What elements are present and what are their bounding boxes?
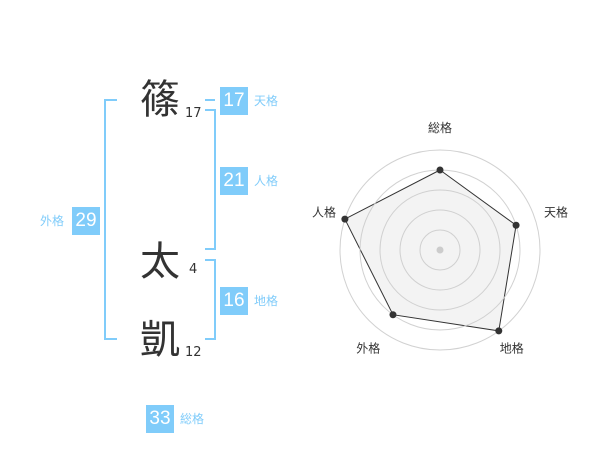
data-point	[341, 215, 349, 223]
soukaku-label: 総格	[180, 412, 205, 426]
axis-label: 総格	[428, 120, 452, 135]
chikaku-value: 16	[220, 287, 248, 315]
stroke-count-3: 12	[185, 345, 202, 360]
data-point	[512, 221, 520, 229]
axis-label: 地格	[500, 341, 524, 356]
gaikaku-value: 29	[72, 207, 100, 235]
tenkaku-label: 天格	[254, 94, 279, 108]
grid-ring	[379, 189, 501, 311]
gaikaku-bracket	[104, 99, 117, 340]
data-polygon	[344, 169, 517, 332]
center-dot	[436, 246, 444, 254]
data-point	[495, 327, 503, 335]
axis-label: 天格	[544, 204, 568, 219]
stroke-count-1: 17	[185, 106, 202, 121]
jinkaku-value: 21	[220, 167, 248, 195]
data-point	[436, 166, 444, 174]
jinkaku-label: 人格	[254, 174, 279, 188]
grid-ring	[339, 149, 541, 351]
name-char-2: 太	[140, 239, 180, 285]
soukaku-value: 33	[146, 405, 174, 433]
tenkaku-value: 17	[220, 87, 248, 115]
chikaku-bracket	[205, 259, 216, 340]
chikaku-label: 地格	[254, 294, 279, 308]
name-char-3: 凱	[140, 317, 180, 363]
data-point	[389, 311, 397, 319]
grid-ring	[419, 229, 461, 271]
name-char-1: 篠	[140, 77, 180, 123]
grid-ring	[399, 209, 481, 291]
gaikaku-label: 外格	[40, 214, 65, 228]
axis-label: 人格	[312, 204, 336, 219]
tenkaku-bracket	[205, 99, 215, 101]
axis-label: 外格	[356, 341, 380, 356]
stroke-count-2: 4	[189, 262, 198, 277]
jinkaku-bracket	[205, 109, 216, 250]
